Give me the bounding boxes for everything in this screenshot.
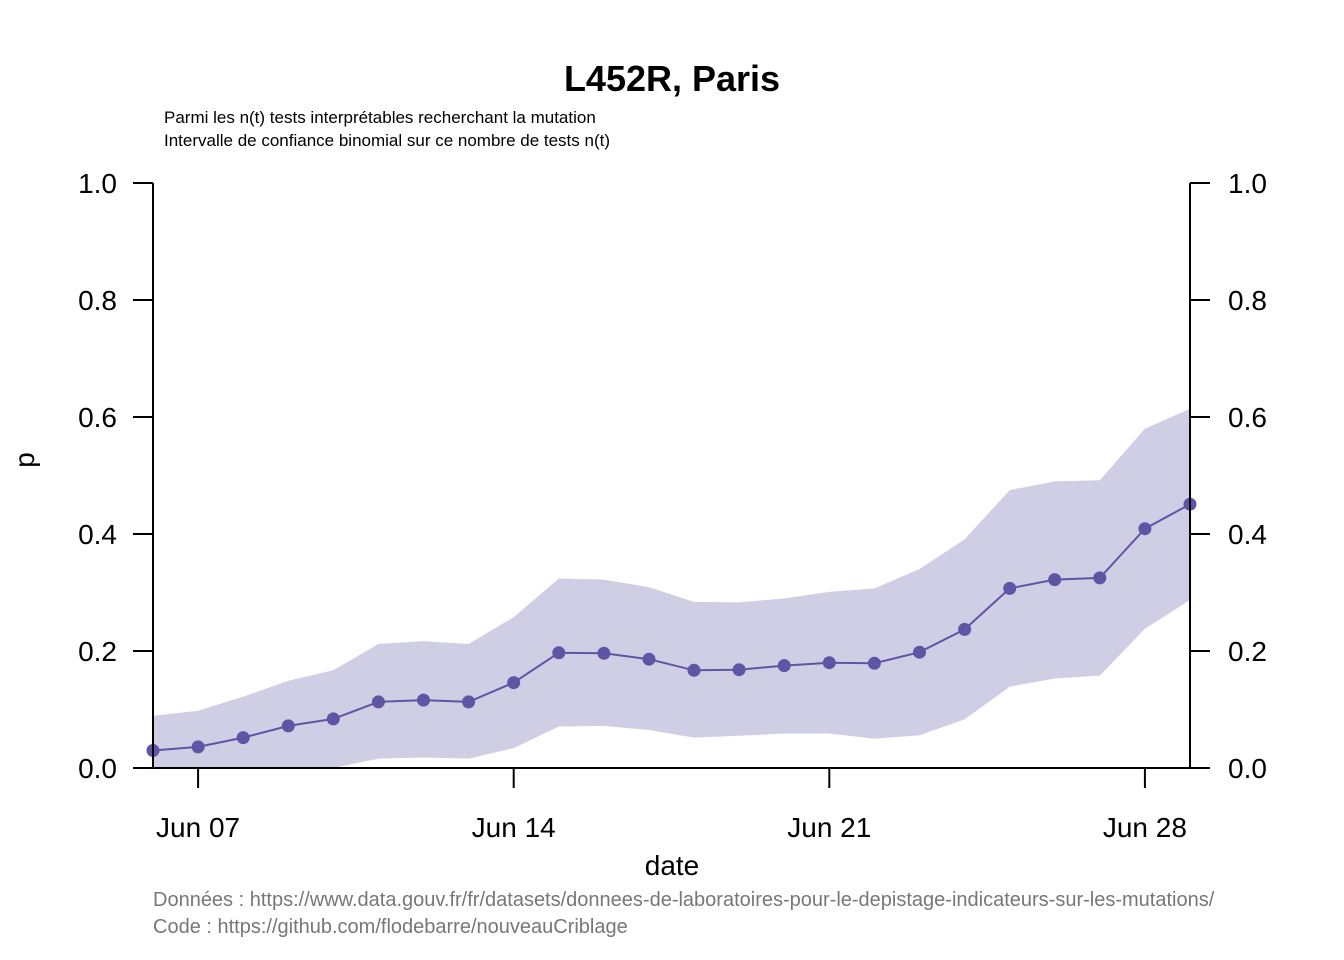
data-point [417, 693, 430, 707]
data-point [732, 663, 746, 677]
y-axis-label: p [9, 452, 40, 468]
series-line [152, 503, 1191, 752]
y-tick-label-left: 0.0 [78, 753, 117, 784]
data-point [462, 695, 476, 709]
y-tick-label-left: 0.4 [78, 519, 117, 550]
x-tick-label: Jun 21 [787, 812, 871, 843]
data-point [913, 645, 926, 659]
data-point [777, 659, 791, 673]
y-tick-label-right: 0.4 [1228, 519, 1267, 550]
chart-subtitle-line-1: Parmi les n(t) tests interprétables rech… [164, 108, 596, 127]
series-points-group [146, 497, 1197, 757]
confidence-band [153, 408, 1190, 768]
data-point [236, 731, 250, 745]
y-axis-left-ticks: 0.0 0.2 0.4 0.6 0.8 1.0 [78, 168, 153, 784]
source-data-line: Données : https://www.data.gouv.fr/fr/da… [153, 889, 1215, 911]
data-point [687, 663, 701, 677]
x-axis-ticks: Jun 07 Jun 14 Jun 21 Jun 28 [156, 768, 1187, 843]
y-tick-label-left: 0.6 [78, 402, 117, 433]
y-tick-label-left: 0.8 [78, 285, 117, 316]
y-tick-label-left: 0.2 [78, 636, 117, 667]
x-tick-label: Jun 14 [472, 812, 556, 843]
data-point [867, 656, 881, 670]
data-point [642, 652, 656, 666]
data-point [552, 646, 566, 660]
x-tick-label: Jun 28 [1103, 812, 1187, 843]
y-axis-right-ticks: 0.0 0.2 0.4 0.6 0.8 1.0 [1190, 168, 1267, 784]
data-point [281, 719, 295, 733]
y-tick-label-right: 0.6 [1228, 402, 1267, 433]
confidence-band-group [153, 408, 1190, 768]
data-point [507, 676, 521, 690]
y-tick-label-right: 0.2 [1228, 636, 1267, 667]
data-point [958, 622, 972, 636]
series-line-group [152, 503, 1191, 752]
y-tick-label-right: 0.0 [1228, 753, 1267, 784]
data-point [326, 712, 340, 726]
data-point [597, 646, 611, 660]
chart-title: L452R, Paris [564, 58, 780, 99]
data-point [1048, 573, 1062, 587]
data-point [1003, 581, 1017, 595]
data-point [191, 740, 205, 754]
x-tick-label: Jun 07 [156, 812, 240, 843]
data-point [1138, 522, 1152, 536]
data-point [1093, 571, 1107, 585]
y-tick-label-left: 1.0 [78, 168, 117, 199]
x-axis-label: date [645, 850, 700, 881]
y-tick-label-right: 1.0 [1228, 168, 1267, 199]
data-point [822, 656, 836, 670]
y-tick-label-right: 0.8 [1228, 285, 1267, 316]
chart-subtitle-line-2: Intervalle de confiance binomial sur ce … [164, 131, 610, 150]
source-code-line: Code : https://github.com/flodebarre/nou… [153, 916, 628, 938]
data-point [371, 695, 385, 709]
